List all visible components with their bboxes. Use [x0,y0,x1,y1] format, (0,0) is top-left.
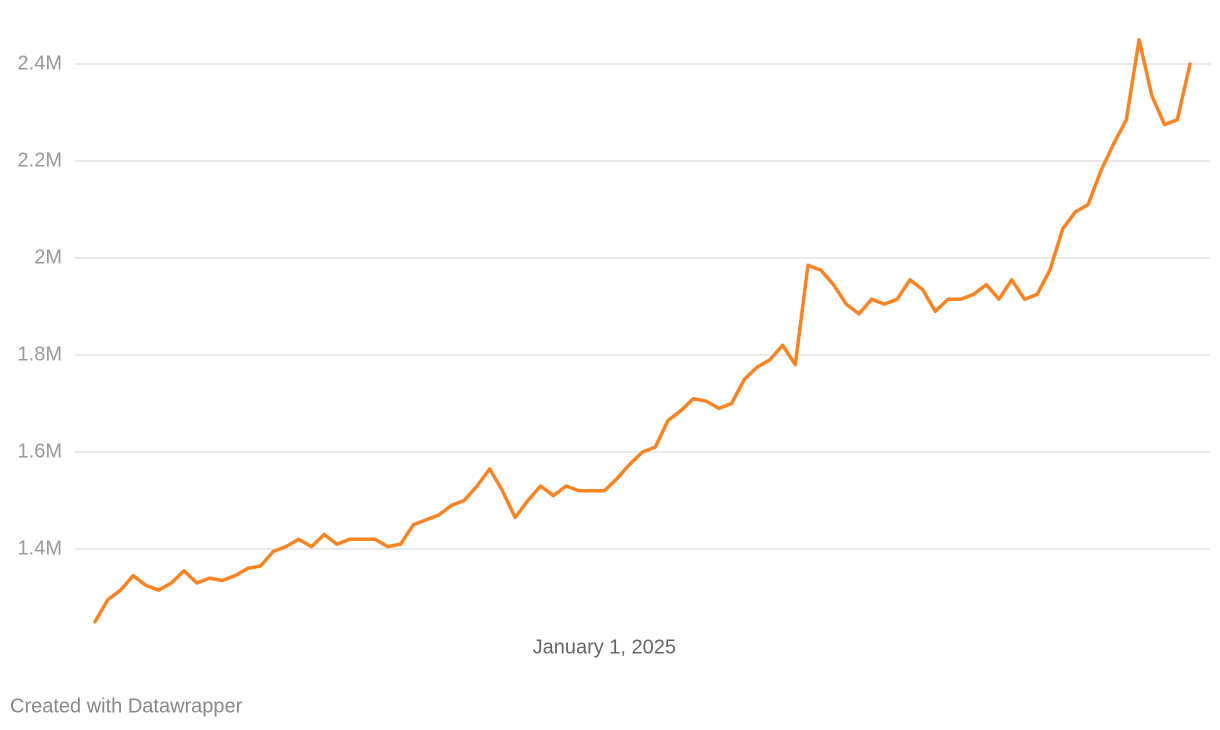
y-tick-label: 1.6M [18,440,62,462]
y-tick-label: 1.8M [18,343,62,365]
footer: Created with Datawrapper [10,695,243,717]
y-tick-label: 2M [34,246,62,268]
y-tick-label: 2.4M [18,52,62,74]
x-tick-label: January 1, 2025 [533,636,676,658]
line [93,38,1192,624]
y-tick-label: 2.2M [18,149,62,171]
y-tick-label: 1.4M [18,537,62,559]
